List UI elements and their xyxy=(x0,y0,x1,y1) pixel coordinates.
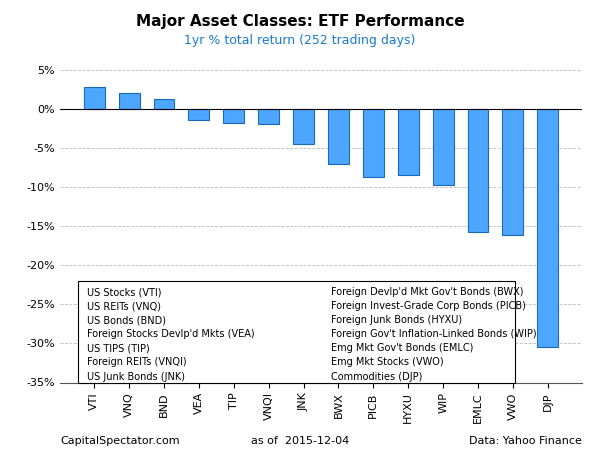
Bar xyxy=(398,109,419,175)
Text: US Bonds (BND): US Bonds (BND) xyxy=(87,315,166,325)
Bar xyxy=(433,109,454,185)
Text: Commodities (DJP): Commodities (DJP) xyxy=(331,372,423,382)
Bar xyxy=(223,109,244,123)
Bar xyxy=(79,281,515,382)
Text: Major Asset Classes: ETF Performance: Major Asset Classes: ETF Performance xyxy=(136,14,464,29)
Text: CapitalSpectator.com: CapitalSpectator.com xyxy=(60,436,179,446)
Text: Data: Yahoo Finance: Data: Yahoo Finance xyxy=(469,436,582,446)
Bar xyxy=(84,87,104,109)
Text: Foreign REITs (VNQI): Foreign REITs (VNQI) xyxy=(87,357,187,368)
Bar xyxy=(502,109,523,235)
Bar xyxy=(188,109,209,121)
Text: US Junk Bonds (JNK): US Junk Bonds (JNK) xyxy=(87,372,185,382)
Text: 1yr % total return (252 trading days): 1yr % total return (252 trading days) xyxy=(184,34,416,47)
Bar xyxy=(293,109,314,144)
Bar xyxy=(154,99,175,109)
Text: Emg Mkt Gov't Bonds (EMLC): Emg Mkt Gov't Bonds (EMLC) xyxy=(331,343,474,353)
Bar xyxy=(119,93,140,109)
Text: as of  2015-12-04: as of 2015-12-04 xyxy=(251,436,349,446)
Bar xyxy=(258,109,279,124)
Text: US REITs (VNQ): US REITs (VNQ) xyxy=(87,301,161,311)
Text: Foreign Gov't Inflation-Linked Bonds (WIP): Foreign Gov't Inflation-Linked Bonds (WI… xyxy=(331,329,537,339)
Text: Emg Mkt Stocks (VWO): Emg Mkt Stocks (VWO) xyxy=(331,357,444,368)
Bar xyxy=(538,109,558,347)
Text: US TIPS (TIP): US TIPS (TIP) xyxy=(87,343,150,353)
Bar xyxy=(328,109,349,163)
Text: Foreign Junk Bonds (HYXU): Foreign Junk Bonds (HYXU) xyxy=(331,315,463,325)
Text: Foreign Devlp'd Mkt Gov't Bonds (BWX): Foreign Devlp'd Mkt Gov't Bonds (BWX) xyxy=(331,287,524,297)
Bar xyxy=(467,109,488,232)
Text: Foreign Stocks Devlp'd Mkts (VEA): Foreign Stocks Devlp'd Mkts (VEA) xyxy=(87,329,255,339)
Bar xyxy=(363,109,384,177)
Text: US Stocks (VTI): US Stocks (VTI) xyxy=(87,287,162,297)
Text: Foreign Invest-Grade Corp Bonds (PICB): Foreign Invest-Grade Corp Bonds (PICB) xyxy=(331,301,526,311)
